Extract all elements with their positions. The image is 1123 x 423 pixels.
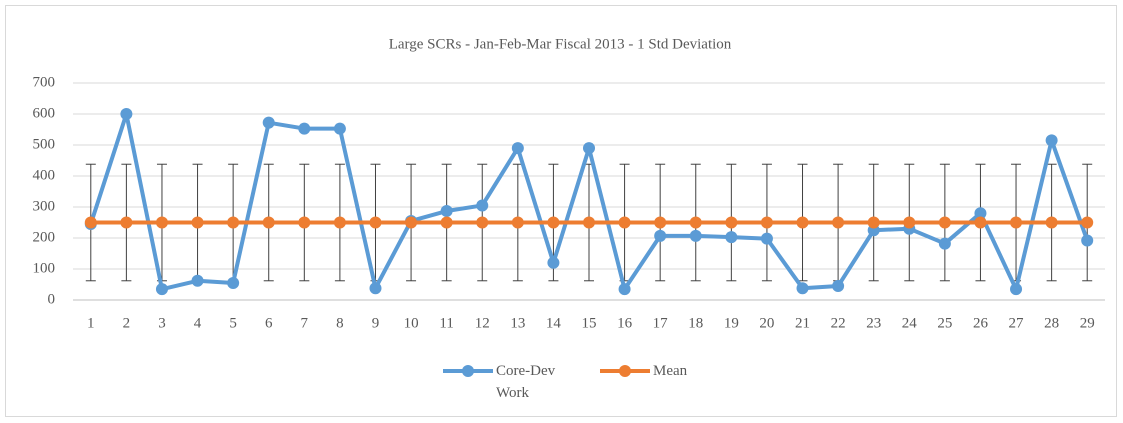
point-marker (689, 216, 702, 229)
point-marker (369, 216, 382, 229)
point-marker (796, 216, 809, 229)
legend-label: Core-Dev Work (496, 363, 556, 401)
point-marker (369, 282, 382, 295)
x-tick-label: 5 (229, 315, 237, 331)
legend-label: Mean (653, 363, 688, 379)
point-marker (938, 237, 951, 250)
point-marker (654, 216, 667, 229)
point-marker (547, 216, 560, 229)
point-marker (262, 116, 275, 129)
point-marker (1081, 234, 1094, 247)
point-marker (262, 216, 275, 229)
point-marker (227, 276, 240, 289)
point-marker (618, 283, 631, 296)
point-marker (191, 216, 204, 229)
point-marker (476, 216, 489, 229)
x-tick-label: 28 (1044, 315, 1059, 331)
x-tick-label: 7 (301, 315, 309, 331)
x-tick-label: 13 (510, 315, 525, 331)
point-marker (832, 280, 845, 293)
chart-frame (5, 5, 1117, 417)
point-marker (333, 122, 346, 135)
legend-marker (619, 365, 631, 377)
x-tick-label: 2 (123, 315, 131, 331)
point-marker (298, 122, 311, 135)
x-tick-label: 1 (87, 315, 95, 331)
chart-title: Large SCRs - Jan-Feb-Mar Fiscal 2013 - 1… (389, 36, 732, 52)
point-marker (511, 216, 524, 229)
point-marker (974, 207, 987, 220)
x-tick-label: 9 (372, 315, 380, 331)
point-marker (583, 142, 595, 155)
point-marker (440, 216, 453, 229)
point-marker (1081, 216, 1094, 229)
x-tick-label: 3 (158, 315, 166, 331)
x-tick-label: 18 (688, 315, 703, 331)
point-marker (1010, 283, 1023, 296)
point-marker (725, 231, 738, 244)
point-marker (867, 216, 880, 229)
x-tick-label: 11 (439, 315, 453, 331)
point-marker (298, 216, 311, 229)
point-marker (689, 229, 702, 242)
point-marker (155, 216, 168, 229)
point-marker (191, 274, 204, 287)
x-tick-label: 10 (404, 315, 419, 331)
y-tick-label: 500 (33, 136, 56, 152)
x-tick-label: 16 (617, 315, 633, 331)
point-marker (440, 205, 453, 218)
point-marker (84, 216, 97, 229)
x-tick-label: 27 (1009, 315, 1025, 331)
x-tick-label: 25 (937, 315, 952, 331)
point-marker (1045, 216, 1058, 229)
point-marker (333, 216, 346, 229)
x-tick-label: 19 (724, 315, 739, 331)
point-marker (547, 256, 560, 269)
x-tick-label: 4 (194, 315, 202, 331)
point-marker (120, 108, 133, 120)
point-marker (618, 216, 631, 229)
x-tick-label: 15 (582, 315, 597, 331)
point-marker (405, 216, 418, 229)
legend-marker (462, 365, 474, 377)
point-marker (654, 229, 667, 242)
point-marker (583, 216, 595, 229)
point-marker (476, 199, 489, 212)
x-tick-label: 22 (831, 315, 846, 331)
point-marker (511, 142, 524, 155)
y-tick-label: 200 (33, 229, 56, 245)
point-marker (760, 232, 773, 245)
y-tick-label: 100 (33, 260, 56, 276)
x-tick-label: 29 (1080, 315, 1095, 331)
point-marker (1045, 134, 1058, 147)
x-tick-label: 6 (265, 315, 273, 331)
point-marker (903, 216, 916, 229)
x-tick-label: 17 (653, 315, 669, 331)
y-tick-label: 600 (33, 105, 56, 121)
x-tick-label: 24 (902, 315, 918, 331)
y-tick-label: 400 (33, 167, 56, 183)
point-marker (760, 216, 773, 229)
x-tick-label: 26 (973, 315, 989, 331)
point-marker (796, 282, 809, 295)
point-marker (938, 216, 951, 229)
point-marker (974, 216, 987, 229)
point-marker (725, 216, 738, 229)
x-tick-label: 21 (795, 315, 810, 331)
y-tick-label: 700 (33, 74, 56, 90)
point-marker (227, 216, 240, 229)
x-tick-label: 12 (475, 315, 490, 331)
x-tick-label: 8 (336, 315, 344, 331)
point-marker (155, 283, 168, 296)
x-tick-label: 23 (866, 315, 881, 331)
y-tick-label: 300 (33, 198, 56, 214)
point-marker (1010, 216, 1023, 229)
x-tick-label: 14 (546, 315, 562, 331)
y-tick-label: 0 (48, 291, 56, 307)
point-marker (120, 216, 133, 229)
point-marker (832, 216, 845, 229)
x-tick-label: 20 (759, 315, 774, 331)
